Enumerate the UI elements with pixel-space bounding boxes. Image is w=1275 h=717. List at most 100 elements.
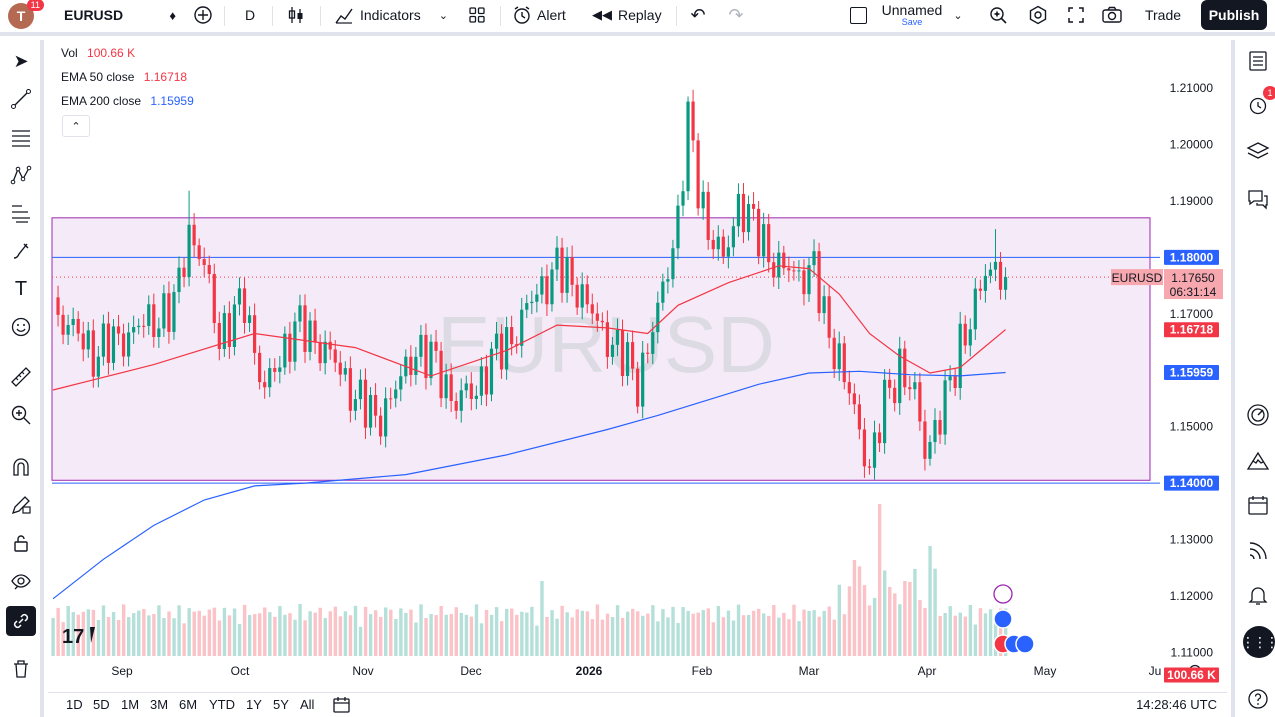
layout-select-button[interactable]	[848, 0, 868, 30]
ideas-button[interactable]	[1243, 446, 1273, 476]
candle-body	[197, 245, 201, 260]
interval-button[interactable]: D	[236, 0, 264, 30]
range-5y[interactable]: 5Y	[273, 697, 289, 712]
ema50-legend[interactable]: EMA 50 close 1.16718	[61, 70, 187, 84]
utc-clock[interactable]: 14:28:46 UTC	[1136, 697, 1217, 712]
text-tool[interactable]: T	[6, 274, 36, 304]
candle-body	[338, 362, 342, 375]
chat-button[interactable]	[1243, 184, 1273, 214]
candle-body	[535, 294, 539, 302]
volume-bar	[797, 621, 801, 656]
layout-menu-button[interactable]: ⌄	[950, 0, 966, 30]
volume-bar	[817, 616, 821, 656]
quick-search-button[interactable]	[986, 0, 1010, 30]
compare-symbol-button[interactable]	[192, 0, 214, 30]
watchlist-button[interactable]	[1243, 46, 1273, 76]
candle-body	[217, 322, 221, 350]
cursor-tool[interactable]: ➤	[6, 46, 36, 76]
snapshot-button[interactable]	[1100, 0, 1124, 30]
legend-collapse-button[interactable]: ⌃	[62, 115, 90, 137]
alerts-button[interactable]: 1	[1243, 86, 1275, 120]
volume-bar	[232, 608, 237, 656]
calendar-button[interactable]	[1243, 490, 1273, 520]
fullscreen-button[interactable]	[1064, 0, 1088, 30]
drawing-mode-tool[interactable]	[6, 490, 36, 520]
notifications-button[interactable]	[1243, 580, 1273, 610]
candle-body	[867, 466, 872, 468]
emoji-tool[interactable]	[6, 312, 36, 342]
fib-tool[interactable]	[6, 122, 36, 152]
templates-button[interactable]	[466, 0, 488, 30]
technicals-button[interactable]	[1243, 400, 1273, 430]
candle-body	[565, 257, 569, 293]
volume-bar	[101, 605, 106, 656]
alert-button[interactable]: Alert	[512, 0, 578, 30]
help-button[interactable]	[1243, 684, 1273, 714]
watchlist-flag-icon[interactable]: ♦	[169, 7, 176, 23]
volume-bar	[358, 626, 363, 656]
range-1d[interactable]: 1D	[66, 697, 83, 712]
volume-bar	[212, 607, 217, 656]
candle-body	[555, 247, 559, 270]
volume-bar	[888, 586, 892, 656]
hide-drawings-tool[interactable]	[6, 566, 36, 596]
ema200-legend-label: EMA 200 close	[61, 94, 142, 108]
volume-legend[interactable]: Vol 100.66 K	[61, 46, 135, 60]
ema200-price-label: 1.15959	[1170, 366, 1214, 380]
settings-button[interactable]	[1026, 0, 1050, 30]
range-5d[interactable]: 5D	[93, 697, 110, 712]
range-6m[interactable]: 6M	[179, 697, 198, 712]
undo-button[interactable]: ↶	[688, 0, 708, 30]
goto-date-button[interactable]	[332, 695, 352, 717]
candle-body	[590, 304, 594, 314]
candle-body	[913, 382, 917, 390]
measure-tool[interactable]	[6, 362, 36, 392]
candle-body	[202, 259, 206, 266]
more-products-button[interactable]: ⋮⋮⋮	[1241, 626, 1275, 658]
candle-body	[298, 305, 302, 322]
volume-bar	[913, 568, 917, 656]
volume-bar	[1003, 608, 1008, 656]
object-tree-button[interactable]	[1243, 136, 1273, 166]
save-label: Save	[901, 16, 923, 27]
volume-bar	[736, 604, 741, 656]
range-1y[interactable]: 1Y	[246, 697, 262, 712]
candle-body	[469, 383, 473, 399]
volume-bar	[837, 584, 842, 656]
redo-button[interactable]: ↷	[726, 0, 746, 30]
remove-drawings-tool[interactable]	[6, 654, 36, 684]
replay-button[interactable]: ◀◀ Replay	[592, 0, 666, 30]
range-ytd[interactable]: YTD	[209, 697, 235, 712]
range-1m[interactable]: 1M	[121, 697, 140, 712]
volume-bar	[560, 605, 564, 656]
link-tool[interactable]	[6, 606, 36, 636]
prediction-tool[interactable]	[6, 198, 36, 228]
trade-button[interactable]: Trade	[1133, 0, 1193, 30]
candle-body	[530, 301, 534, 304]
ema200-legend[interactable]: EMA 200 close 1.15959	[61, 94, 194, 108]
candle-body	[111, 326, 116, 363]
zoom-tool[interactable]	[6, 400, 36, 430]
chart-type-button[interactable]	[284, 0, 308, 30]
brush-tool[interactable]	[6, 236, 36, 266]
trend-line-tool[interactable]	[6, 84, 36, 114]
layout-name-button[interactable]: Unnamed Save	[880, 0, 944, 30]
user-avatar[interactable]: T 11	[8, 0, 44, 29]
symbol-search-button[interactable]: EURUSD ♦	[54, 0, 182, 30]
candle-body	[142, 325, 146, 327]
lock-drawings-tool[interactable]	[6, 528, 36, 558]
candle-body	[358, 379, 363, 400]
range-3m[interactable]: 3M	[150, 697, 169, 712]
candle-body	[263, 382, 267, 388]
candle-body	[877, 432, 882, 444]
price-chart[interactable]: EURUSD 1.21000 1.20000 1.19000 1.17000 1.150…	[48, 40, 1227, 690]
magnet-tool[interactable]	[6, 452, 36, 482]
candle-body	[646, 352, 650, 354]
news-stream-button[interactable]	[1243, 536, 1273, 566]
publish-button[interactable]: Publish	[1201, 0, 1267, 30]
range-all[interactable]: All	[300, 697, 315, 712]
candle-body	[232, 304, 237, 347]
indicators-button[interactable]: Indicators ⌄	[334, 0, 456, 30]
volume-bar	[510, 608, 514, 656]
pattern-tool[interactable]	[6, 160, 36, 190]
